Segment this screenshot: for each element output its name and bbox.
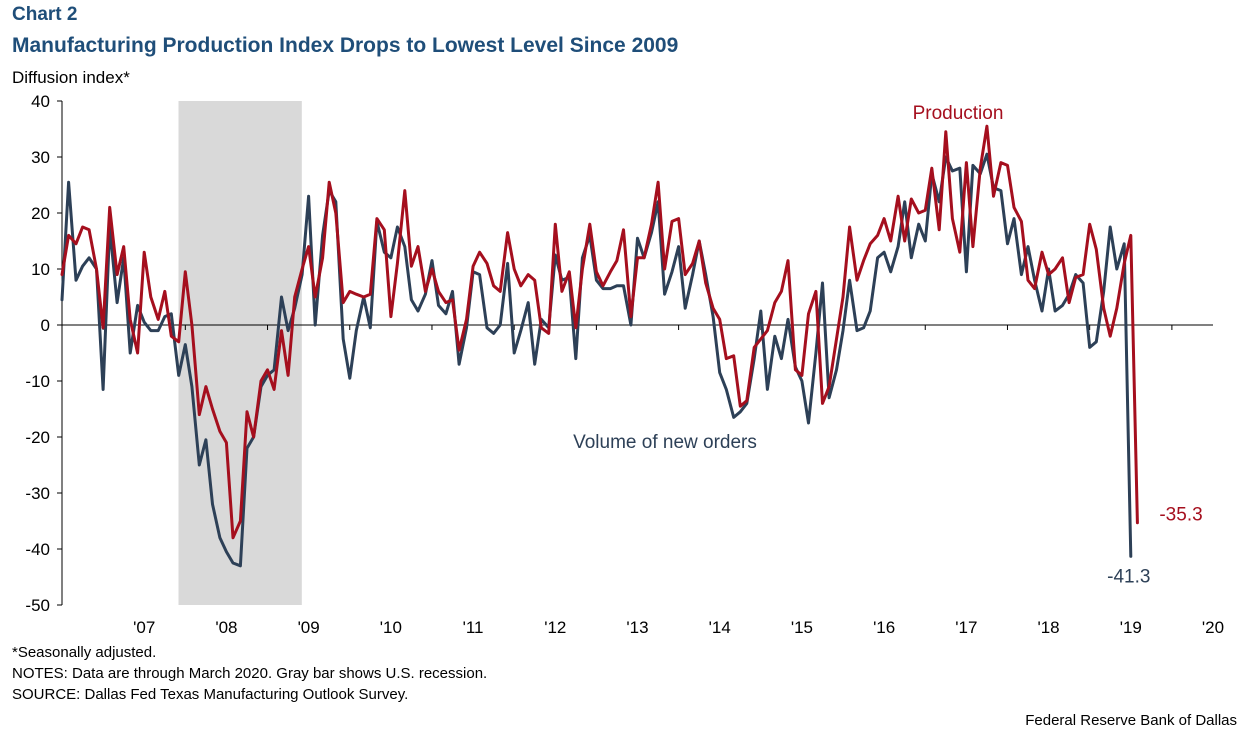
y-tick-label: -50 <box>25 596 50 615</box>
x-tick-label: '14 <box>709 618 731 637</box>
x-tick-label: '18 <box>1037 618 1059 637</box>
y-tick-label: 20 <box>31 204 50 223</box>
new-orders-series-label: Volume of new orders <box>573 432 757 453</box>
y-tick-label: 30 <box>31 148 50 167</box>
y-tick-label: -30 <box>25 484 50 503</box>
footnotes: *Seasonally adjusted. NOTES: Data are th… <box>12 642 487 705</box>
x-tick-label: '20 <box>1202 618 1224 637</box>
x-tick-label: '11 <box>463 618 484 637</box>
x-tick-label: '13 <box>626 618 648 637</box>
y-axis-label: Diffusion index* <box>12 68 130 87</box>
credit: Federal Reserve Bank of Dallas <box>1025 712 1237 729</box>
x-tick-label: '15 <box>791 618 813 637</box>
chart-label: Chart 2 <box>12 4 78 25</box>
new-orders-line <box>60 152 1133 568</box>
notes-text: NOTES: Data are through March 2020. Gray… <box>12 665 488 682</box>
x-tick-label: '19 <box>1120 618 1142 637</box>
new-orders-last-value: -41.3 <box>1107 566 1150 587</box>
x-tick-label: '07 <box>133 618 155 637</box>
x-tick-label: '08 <box>215 618 237 637</box>
x-tick-label: '16 <box>873 618 895 637</box>
y-tick-label: -20 <box>25 428 50 447</box>
production-last-value: -35.3 <box>1159 505 1202 526</box>
x-tick-label: '10 <box>380 618 402 637</box>
production-line <box>60 124 1139 540</box>
x-tick-label: '09 <box>298 618 320 637</box>
x-tick-label: '12 <box>544 618 566 637</box>
y-tick-label: 40 <box>31 92 50 111</box>
y-tick-label: 0 <box>41 316 50 335</box>
y-tick-label: 10 <box>31 260 50 279</box>
chart-title: Manufacturing Production Index Drops to … <box>12 34 679 57</box>
y-tick-label: -40 <box>25 540 50 559</box>
y-tick-label: -10 <box>25 372 50 391</box>
x-tick-label: '17 <box>955 618 977 637</box>
source-text: SOURCE: Dallas Fed Texas Manufacturing O… <box>12 686 409 703</box>
production-series-label: Production <box>913 103 1004 124</box>
seasonal-note: *Seasonally adjusted. <box>12 644 157 661</box>
